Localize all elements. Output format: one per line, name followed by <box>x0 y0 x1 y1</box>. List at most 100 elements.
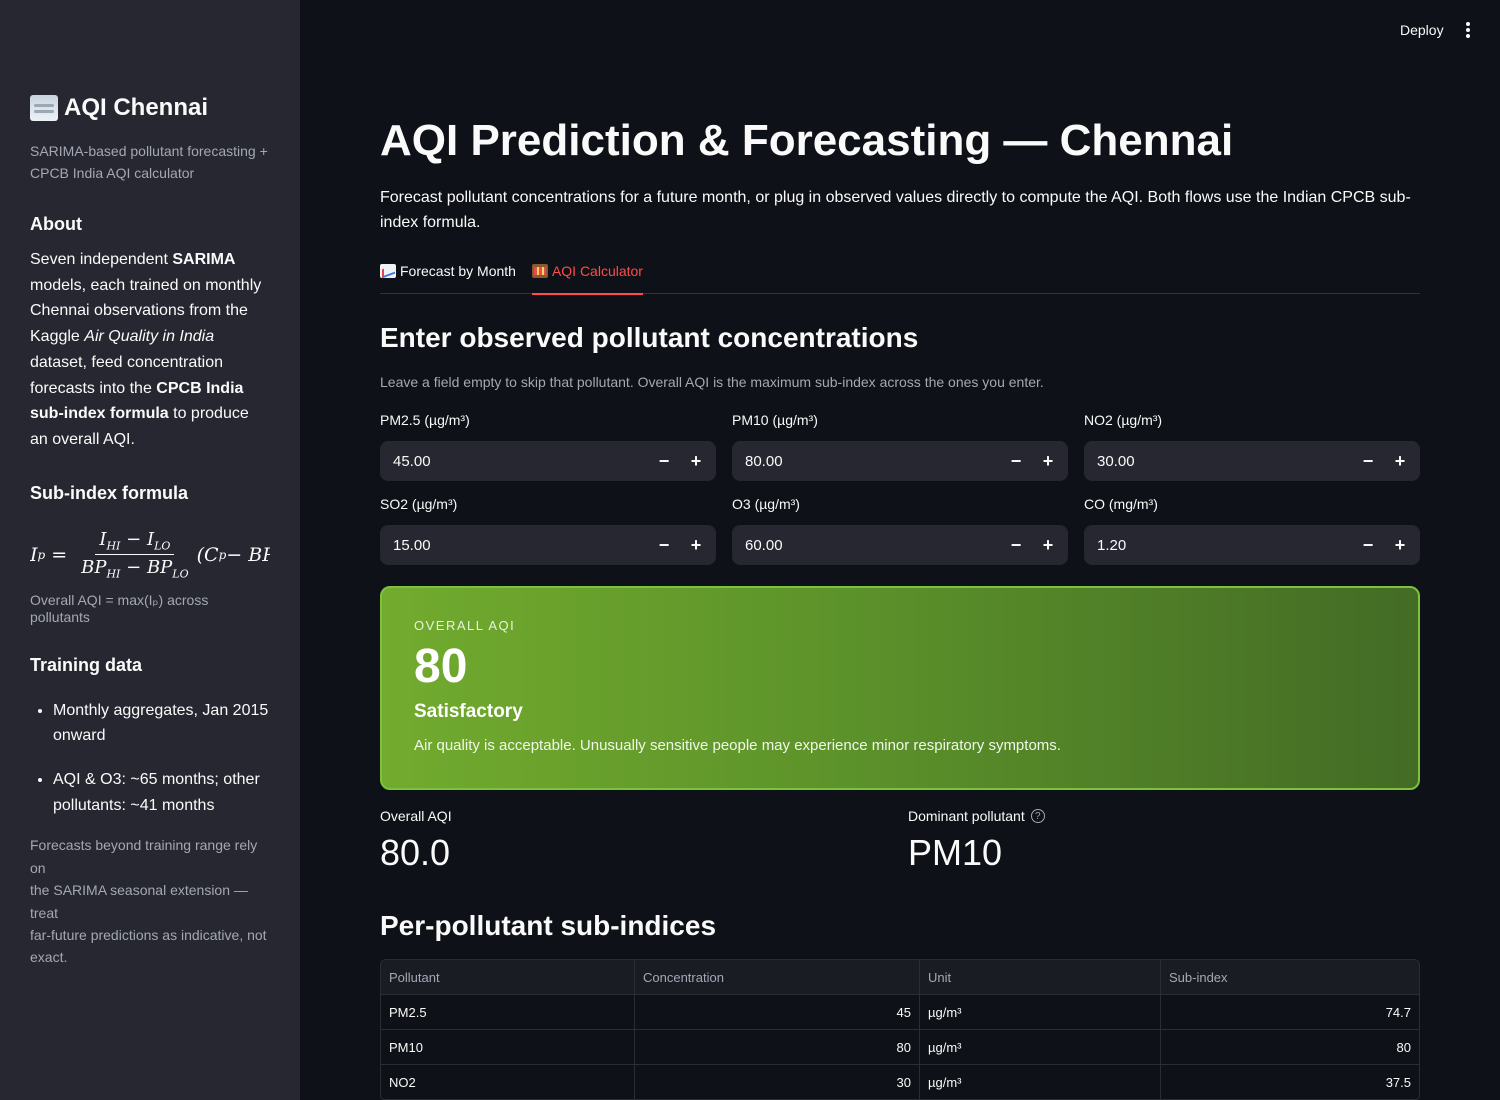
pm25-field: PM2.5 (µg/m³) 45.00 − + <box>380 412 716 481</box>
so2-field: SO2 (µg/m³) 15.00 − + <box>380 496 716 565</box>
tab-bar: Forecast by Month AQI Calculator <box>380 257 1420 295</box>
tab-forecast-by-month[interactable]: Forecast by Month <box>380 257 516 294</box>
no2-value[interactable]: 30.00 <box>1097 452 1135 470</box>
card-kicker: Overall AQI <box>414 618 516 633</box>
deploy-button[interactable]: Deploy <box>1400 22 1444 38</box>
overall-aqi-metric: Overall AQI 80.0 <box>380 808 452 874</box>
table-cell: µg/m³ <box>920 1030 1161 1064</box>
formula-lhs-sub: p <box>37 547 46 562</box>
field-label: NO2 (µg/m³) <box>1084 412 1163 428</box>
o3-input: 60.00 − + <box>732 525 1068 565</box>
formula-denominator: BPHI − BPLO <box>77 555 193 580</box>
formula-heading: Sub-index formula <box>30 482 189 503</box>
about-heading: About <box>30 214 82 234</box>
formula-note: Overall AQI = max(Iₚ) across pollutants <box>30 591 209 625</box>
metric-label: Dominant pollutant ? <box>908 808 1045 824</box>
column-header[interactable]: Unit <box>920 960 1161 994</box>
o3-value[interactable]: 60.00 <box>745 536 783 554</box>
pm10-value[interactable]: 80.00 <box>745 452 783 470</box>
page-title: AQI Prediction & Forecasting — Chennai <box>380 116 1234 165</box>
sidebar-note-line: the SARIMA seasonal extension — treat <box>30 882 248 921</box>
formula-minus: − <box>120 529 147 550</box>
pm25-value[interactable]: 45.00 <box>393 452 431 470</box>
about-bold-sarima: SARIMA <box>172 251 236 268</box>
formula-eq: = <box>51 543 68 566</box>
sidebar-caption-line: SARIMA-based pollutant forecasting + <box>30 143 268 159</box>
decrement-button[interactable]: − <box>1362 450 1374 471</box>
formula-sub: LO <box>172 567 189 580</box>
about-text: to produce an overall AQI. <box>30 405 249 448</box>
hint-text: Leave a field empty to skip that polluta… <box>380 374 1044 390</box>
table-cell: PM10 <box>381 1030 635 1064</box>
increment-button[interactable]: + <box>690 534 702 555</box>
field-label: PM2.5 (µg/m³) <box>380 412 470 428</box>
abacus-icon <box>531 264 548 278</box>
increment-button[interactable]: + <box>1394 534 1406 555</box>
formula-sub: HI <box>106 539 121 553</box>
increment-button[interactable]: + <box>1042 534 1054 555</box>
table-cell: 30 <box>635 1065 920 1099</box>
sidebar-caption-line: CPCB India AQI calculator <box>30 165 195 181</box>
co-field: CO (mg/m³) 1.20 − + <box>1084 496 1420 565</box>
table-cell: µg/m³ <box>920 995 1161 1029</box>
increment-button[interactable]: + <box>1042 450 1054 471</box>
section-heading: Enter observed pollutant concentrations <box>380 322 919 353</box>
decrement-button[interactable]: − <box>658 534 670 555</box>
decrement-button[interactable]: − <box>658 450 670 471</box>
table-cell: 45 <box>635 995 920 1029</box>
about-text: Seven independent <box>30 251 173 268</box>
formula-minus: − <box>120 557 147 579</box>
column-header[interactable]: Concentration <box>635 960 920 994</box>
help-icon[interactable]: ? <box>1030 809 1045 823</box>
table-row: PM2.5 45 µg/m³ 74.7 <box>381 995 1419 1030</box>
about-bold-formula: CPCB India sub-index formula <box>30 379 244 423</box>
sidebar-note-line: exact. <box>30 949 68 966</box>
formula-numerator: IHI − ILO <box>95 529 175 556</box>
column-header[interactable]: Sub-index <box>1161 960 1419 994</box>
metric-value: 80.0 <box>380 832 451 873</box>
sub-index-formula: Ip = IHI − ILO BPHI − BPLO (Cp − BP <box>30 530 270 580</box>
list-item: AQI & O3: ~65 months; other pollutants: … <box>53 767 270 818</box>
decrement-button[interactable]: − <box>1362 534 1374 555</box>
sidebar: AQI Chennai SARIMA-based pollutant forec… <box>0 0 300 1100</box>
decrement-button[interactable]: − <box>1010 534 1022 555</box>
training-list: Monthly aggregates, Jan 2015 onward AQI … <box>30 698 270 819</box>
table-header-row: Pollutant Concentration Unit Sub-index <box>381 960 1419 995</box>
aqi-result-card: Overall AQI 80 Satisfactory Air quality … <box>380 586 1420 790</box>
formula-tail-sub: p <box>218 547 227 562</box>
formula-bp: BP <box>146 557 173 579</box>
no2-input: 30.00 − + <box>1084 441 1420 481</box>
sidebar-caption: SARIMA-based pollutant forecasting + CPC… <box>30 140 270 184</box>
table-cell: NO2 <box>381 1065 635 1099</box>
about-italic-dataset: Air Quality in India <box>84 328 215 346</box>
co-input: 1.20 − + <box>1084 525 1420 565</box>
increment-button[interactable]: + <box>690 450 702 471</box>
fog-icon <box>30 95 58 121</box>
formula-i: I <box>99 529 107 550</box>
about-text: models, each trained on monthly Chennai … <box>30 276 262 346</box>
column-header[interactable]: Pollutant <box>381 960 635 994</box>
metric-label-text: Dominant pollutant <box>908 808 1025 824</box>
o3-field: O3 (µg/m³) 60.00 − + <box>732 496 1068 565</box>
table-cell: PM2.5 <box>381 995 635 1029</box>
co-value[interactable]: 1.20 <box>1097 536 1127 554</box>
tab-aqi-calculator[interactable]: AQI Calculator <box>531 257 644 295</box>
field-label: PM10 (µg/m³) <box>732 412 818 428</box>
table-cell: 74.7 <box>1385 1004 1411 1020</box>
formula-i: I <box>146 529 155 550</box>
more-vertical-icon[interactable] <box>1458 22 1478 38</box>
increment-button[interactable]: + <box>1394 450 1406 471</box>
sub-indices-table[interactable]: Pollutant Concentration Unit Sub-index P… <box>380 959 1420 1100</box>
training-heading: Training data <box>30 654 143 675</box>
sidebar-note: Forecasts beyond training range rely on … <box>30 834 270 968</box>
decrement-button[interactable]: − <box>1010 450 1022 471</box>
formula-bp: BP <box>81 557 107 579</box>
formula-sub: HI <box>106 567 121 580</box>
table-cell: 37.5 <box>1385 1074 1411 1090</box>
sidebar-note-line: far-future predictions as indicative, no… <box>30 927 267 944</box>
formula-tail: (C <box>196 543 219 566</box>
tab-label: AQI Calculator <box>551 263 643 279</box>
pm10-input: 80.00 − + <box>732 441 1068 481</box>
so2-value[interactable]: 15.00 <box>393 536 431 554</box>
tab-label: Forecast by Month <box>400 263 516 279</box>
